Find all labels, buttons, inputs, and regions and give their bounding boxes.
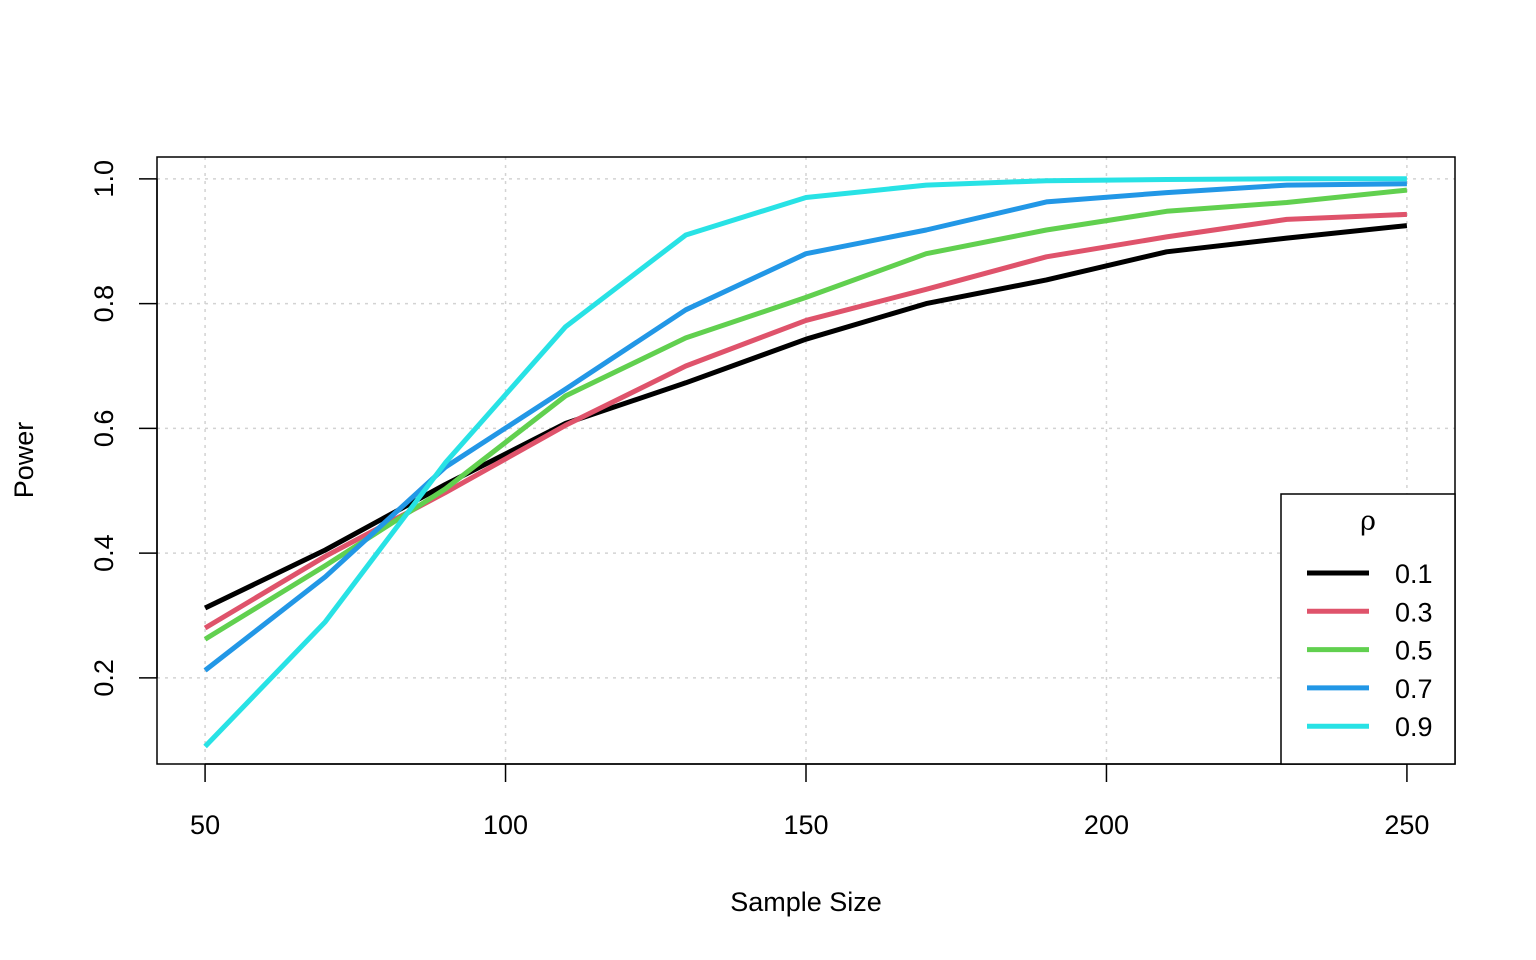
legend-label-0.1: 0.1 [1395,559,1433,589]
series-lines [203,176,1408,749]
legend: ρ 0.1 0.3 0.5 0.7 0.9 [1280,493,1456,765]
legend-label-0.3: 0.3 [1395,597,1433,627]
x-tick-label: 200 [1084,810,1129,840]
x-axis: 50 100 150 200 250 [190,763,1429,840]
series-line-0.9 [203,176,1407,749]
y-axis: 0.2 0.4 0.6 0.8 1.0 [89,160,158,697]
series-line-0.7 [203,181,1407,673]
x-tick-label: 100 [483,810,528,840]
y-tick-label: 0.8 [89,285,119,323]
y-tick-label: 0.6 [89,410,119,448]
plot-frame [156,156,1456,765]
legend-label-0.7: 0.7 [1395,674,1433,704]
grid [157,157,1455,764]
y-tick-label: 0.2 [89,659,119,697]
x-tick-label: 50 [190,810,220,840]
y-tick-label: 0.4 [89,534,119,572]
x-axis-title: Sample Size [730,887,882,917]
legend-label-0.5: 0.5 [1395,636,1433,666]
y-tick-label: 1.0 [89,160,119,198]
legend-label-0.9: 0.9 [1395,712,1433,742]
legend-title: ρ [1360,506,1376,537]
x-tick-label: 150 [783,810,828,840]
y-axis-title: Power [9,422,39,499]
legend-box [1280,493,1456,765]
x-tick-label: 250 [1384,810,1429,840]
